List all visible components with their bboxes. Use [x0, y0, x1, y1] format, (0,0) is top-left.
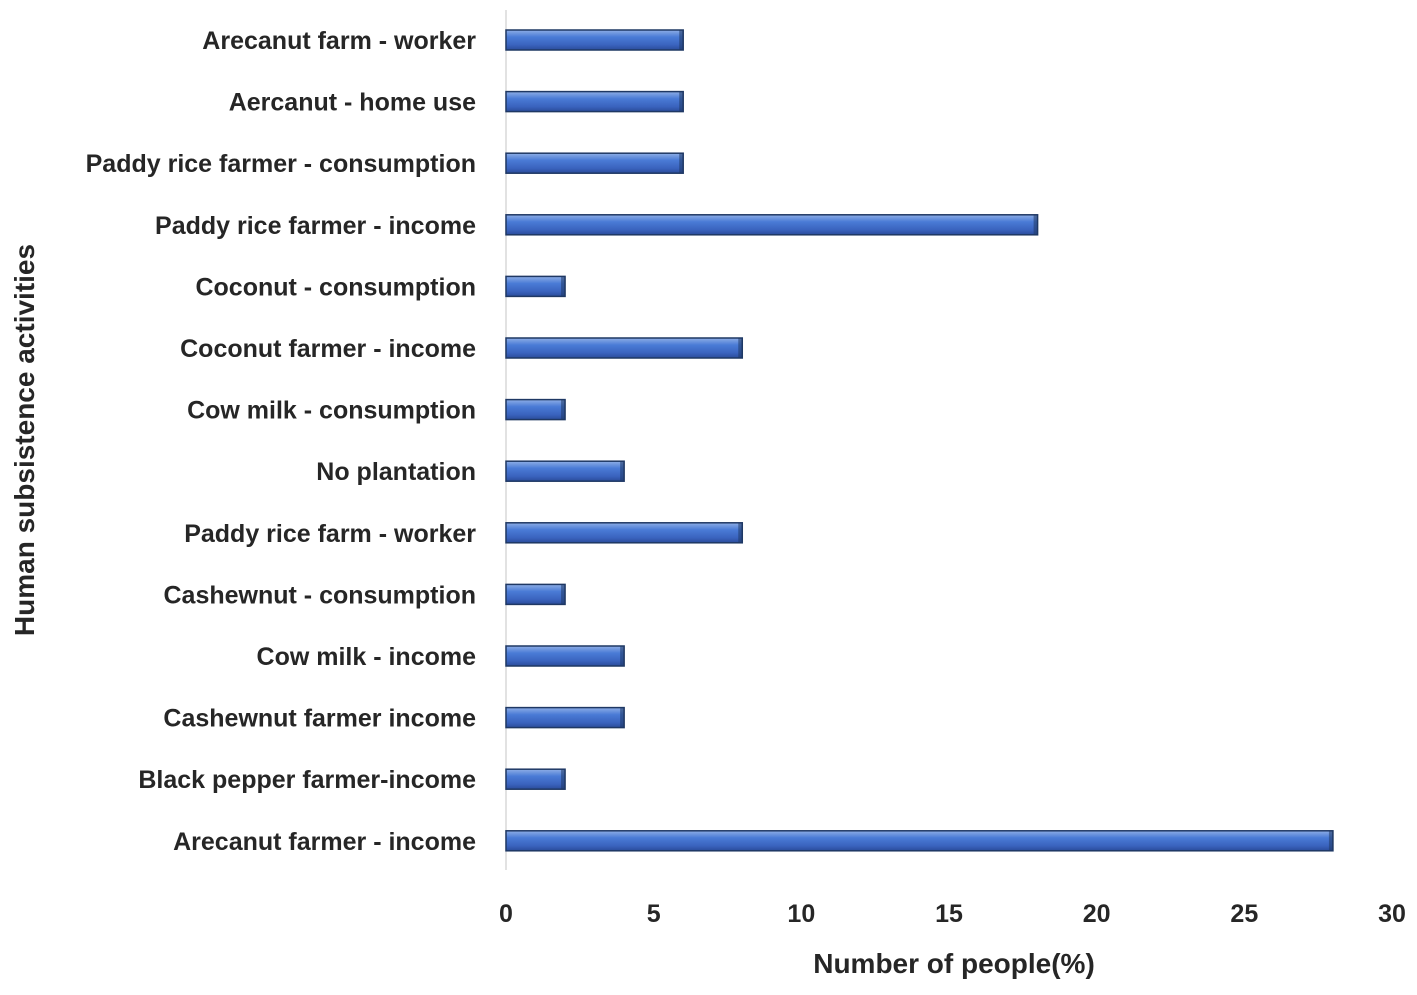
- bar: [505, 398, 566, 421]
- bar-end-cap: [561, 399, 566, 420]
- bar-end-cap: [1033, 214, 1038, 235]
- bar: [505, 152, 684, 174]
- x-tick-label: 20: [1083, 900, 1111, 928]
- bar: [505, 768, 566, 790]
- category-label: No plantation: [316, 458, 476, 486]
- bar-end-cap: [620, 646, 625, 666]
- category-labels: Arecanut farm - worker Aercanut - home us…: [86, 27, 477, 856]
- bar-end-cap: [561, 584, 566, 605]
- bar: [505, 522, 744, 544]
- bar-end-cap: [738, 522, 743, 543]
- category-label: Cashewnut - consumption: [164, 581, 477, 609]
- category-label: Coconut - consumption: [195, 273, 476, 301]
- bar-end-cap: [679, 30, 684, 50]
- category-label: Cashewnut farmer income: [163, 705, 476, 733]
- bar-end-cap: [561, 769, 566, 790]
- x-tick-label: 25: [1230, 900, 1258, 928]
- bar-end-cap: [738, 338, 743, 358]
- bar: [505, 275, 566, 298]
- bar: [505, 706, 625, 729]
- category-label: Cow milk - income: [257, 643, 477, 671]
- bars: [505, 29, 1334, 852]
- category-label: Aercanut - home use: [229, 89, 476, 117]
- bar: [505, 90, 684, 113]
- x-axis-title: Number of people(%): [813, 948, 1095, 979]
- bar-end-cap: [679, 91, 684, 112]
- x-tick-label: 15: [935, 900, 963, 928]
- bar: [505, 29, 684, 51]
- bar-end-cap: [620, 461, 625, 482]
- bar: [505, 583, 566, 606]
- category-label: Paddy rice farm - worker: [184, 520, 476, 548]
- y-axis-title: Human subsistence activities: [9, 244, 40, 636]
- x-tick-labels: 0 5 10 15 20 25 30: [499, 900, 1406, 928]
- bar-end-cap: [561, 276, 566, 297]
- bar: [505, 214, 1039, 236]
- x-tick-label: 30: [1378, 900, 1406, 928]
- bar: [505, 460, 625, 482]
- category-label: Paddy rice farmer - income: [155, 212, 476, 240]
- bar-end-cap: [620, 707, 625, 728]
- x-tick-label: 10: [787, 900, 815, 928]
- category-label: Arecanut farmer - income: [173, 828, 476, 856]
- category-label: Coconut farmer - income: [180, 335, 476, 363]
- bar: [505, 830, 1334, 852]
- x-tick-label: 5: [647, 900, 661, 928]
- category-label: Arecanut farm - worker: [202, 27, 476, 55]
- bar-end-cap: [679, 153, 684, 174]
- bar: [505, 337, 744, 359]
- x-tick-label: 0: [499, 900, 513, 928]
- bar-end-cap: [1328, 830, 1333, 851]
- bar: [505, 645, 625, 667]
- category-label: Black pepper farmer-income: [138, 766, 476, 794]
- category-label: Paddy rice farmer - consumption: [86, 150, 476, 178]
- category-label: Cow milk - consumption: [187, 397, 476, 425]
